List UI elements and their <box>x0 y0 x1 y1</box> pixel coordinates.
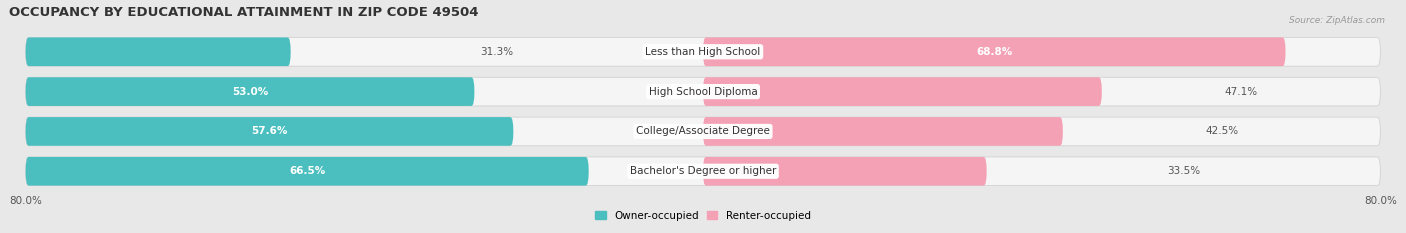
Text: 47.1%: 47.1% <box>1225 87 1257 97</box>
Text: Less than High School: Less than High School <box>645 47 761 57</box>
FancyBboxPatch shape <box>25 38 1381 66</box>
FancyBboxPatch shape <box>703 77 1102 106</box>
FancyBboxPatch shape <box>703 157 987 186</box>
Text: Source: ZipAtlas.com: Source: ZipAtlas.com <box>1289 16 1385 25</box>
FancyBboxPatch shape <box>25 117 1381 146</box>
Text: College/Associate Degree: College/Associate Degree <box>636 127 770 137</box>
Text: 31.3%: 31.3% <box>481 47 513 57</box>
Text: 53.0%: 53.0% <box>232 87 269 97</box>
FancyBboxPatch shape <box>25 157 589 186</box>
Text: 68.8%: 68.8% <box>976 47 1012 57</box>
FancyBboxPatch shape <box>703 117 1063 146</box>
FancyBboxPatch shape <box>25 77 1381 106</box>
Text: 42.5%: 42.5% <box>1205 127 1239 137</box>
Text: 66.5%: 66.5% <box>290 166 325 176</box>
FancyBboxPatch shape <box>25 38 291 66</box>
Legend: Owner-occupied, Renter-occupied: Owner-occupied, Renter-occupied <box>591 207 815 225</box>
Text: 57.6%: 57.6% <box>252 127 288 137</box>
Text: OCCUPANCY BY EDUCATIONAL ATTAINMENT IN ZIP CODE 49504: OCCUPANCY BY EDUCATIONAL ATTAINMENT IN Z… <box>8 6 478 19</box>
Text: Bachelor's Degree or higher: Bachelor's Degree or higher <box>630 166 776 176</box>
FancyBboxPatch shape <box>703 38 1285 66</box>
FancyBboxPatch shape <box>25 157 1381 186</box>
FancyBboxPatch shape <box>25 117 513 146</box>
Text: 33.5%: 33.5% <box>1167 166 1201 176</box>
FancyBboxPatch shape <box>25 77 474 106</box>
Text: High School Diploma: High School Diploma <box>648 87 758 97</box>
